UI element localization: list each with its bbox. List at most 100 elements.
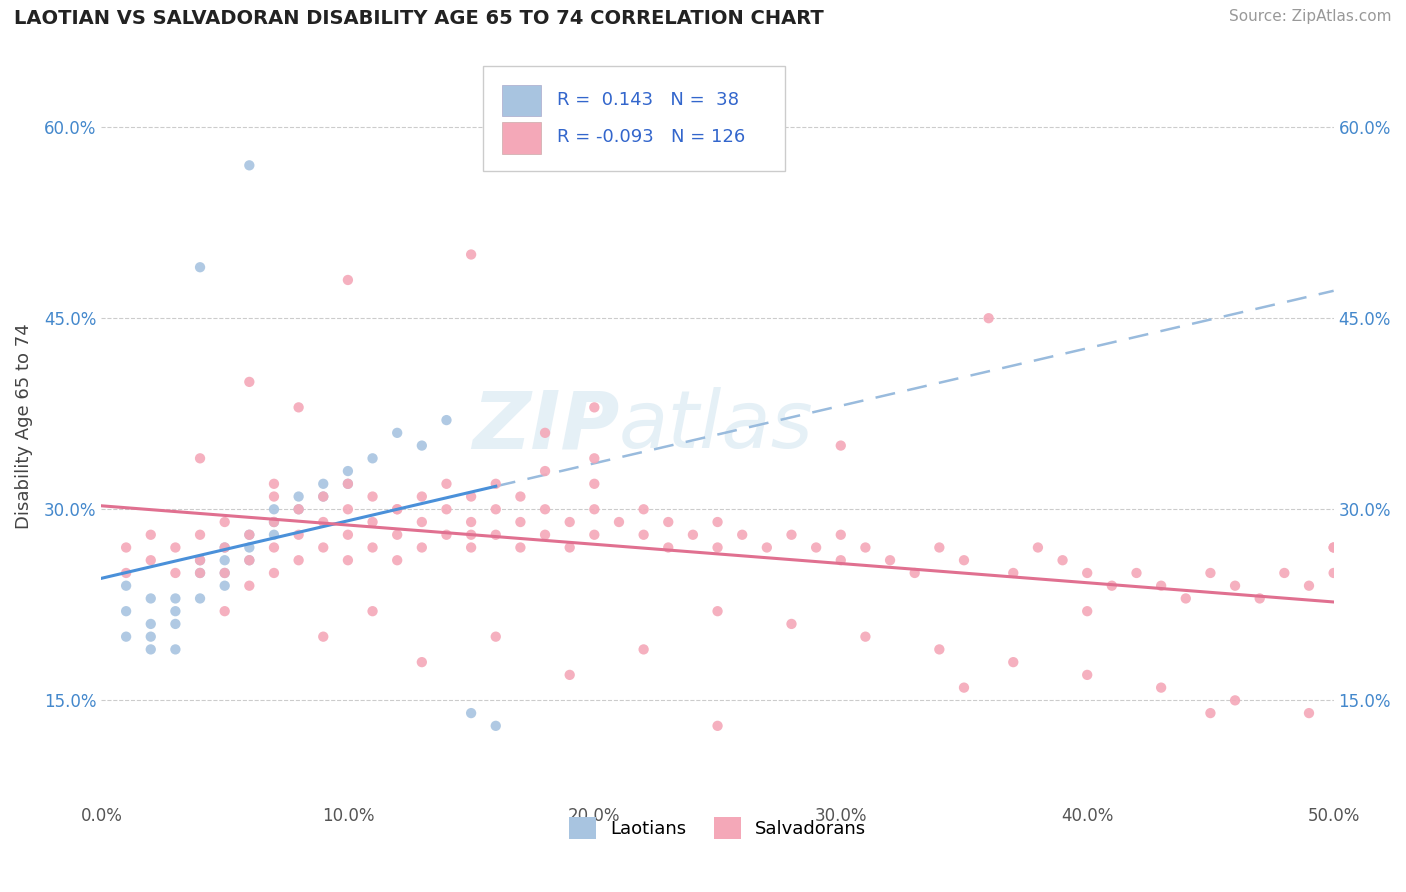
Point: [1199, 566, 1222, 580]
Point: [830, 553, 852, 567]
Point: [336, 502, 359, 516]
Point: [485, 630, 508, 644]
Point: [855, 630, 877, 644]
Point: [1052, 553, 1074, 567]
Point: [682, 528, 704, 542]
Point: [1249, 591, 1271, 606]
Point: [188, 566, 211, 580]
Point: [460, 706, 482, 720]
Point: [188, 260, 211, 275]
Point: [509, 515, 531, 529]
Point: [263, 476, 285, 491]
Point: [1199, 706, 1222, 720]
Point: [534, 425, 557, 440]
Legend: Laotians, Salvadorans: Laotians, Salvadorans: [561, 809, 873, 846]
Point: [879, 553, 901, 567]
Point: [1298, 579, 1320, 593]
Point: [1076, 566, 1098, 580]
Point: [1150, 579, 1173, 593]
Point: [312, 541, 335, 555]
Point: [509, 541, 531, 555]
Point: [534, 464, 557, 478]
Point: [188, 553, 211, 567]
Point: [485, 476, 508, 491]
Point: [115, 604, 138, 618]
Point: [633, 642, 655, 657]
Point: [1272, 566, 1295, 580]
Point: [214, 515, 236, 529]
Point: [385, 425, 408, 440]
FancyBboxPatch shape: [484, 66, 786, 171]
Point: [607, 515, 630, 529]
Point: [1026, 541, 1049, 555]
Point: [509, 490, 531, 504]
Point: [361, 490, 384, 504]
Point: [312, 515, 335, 529]
Point: [287, 528, 309, 542]
Point: [657, 515, 679, 529]
Point: [633, 528, 655, 542]
Point: [1223, 693, 1246, 707]
Point: [436, 413, 458, 427]
Point: [411, 515, 433, 529]
Point: [1323, 541, 1346, 555]
Point: [336, 476, 359, 491]
Point: [214, 566, 236, 580]
Point: [706, 719, 728, 733]
Point: [780, 528, 803, 542]
Point: [460, 515, 482, 529]
Point: [385, 553, 408, 567]
Point: [312, 630, 335, 644]
Point: [238, 541, 260, 555]
Point: [238, 553, 260, 567]
Point: [583, 401, 606, 415]
Point: [238, 158, 260, 172]
Point: [904, 566, 927, 580]
Point: [214, 579, 236, 593]
Point: [336, 528, 359, 542]
Point: [139, 528, 162, 542]
Point: [411, 655, 433, 669]
Point: [385, 528, 408, 542]
Point: [460, 541, 482, 555]
Point: [139, 616, 162, 631]
Point: [436, 476, 458, 491]
Point: [411, 439, 433, 453]
Point: [188, 528, 211, 542]
Point: [460, 490, 482, 504]
Point: [928, 642, 950, 657]
Text: atlas: atlas: [619, 387, 814, 466]
Point: [1150, 681, 1173, 695]
Point: [115, 566, 138, 580]
Point: [312, 476, 335, 491]
Point: [780, 616, 803, 631]
Point: [287, 490, 309, 504]
Point: [1002, 655, 1025, 669]
Bar: [502, 122, 541, 153]
Point: [1076, 668, 1098, 682]
Point: [583, 476, 606, 491]
Point: [263, 566, 285, 580]
Point: [312, 490, 335, 504]
Point: [336, 464, 359, 478]
Point: [830, 439, 852, 453]
Point: [583, 528, 606, 542]
Point: [657, 541, 679, 555]
Point: [755, 541, 778, 555]
Point: [312, 490, 335, 504]
Point: [485, 719, 508, 733]
Text: Source: ZipAtlas.com: Source: ZipAtlas.com: [1229, 9, 1392, 24]
Point: [1125, 566, 1147, 580]
Point: [385, 502, 408, 516]
Point: [263, 490, 285, 504]
Point: [214, 541, 236, 555]
Point: [336, 476, 359, 491]
Point: [188, 591, 211, 606]
Point: [263, 541, 285, 555]
Point: [115, 630, 138, 644]
Point: [436, 528, 458, 542]
Point: [165, 642, 187, 657]
Point: [188, 553, 211, 567]
Point: [485, 502, 508, 516]
Point: [1002, 566, 1025, 580]
